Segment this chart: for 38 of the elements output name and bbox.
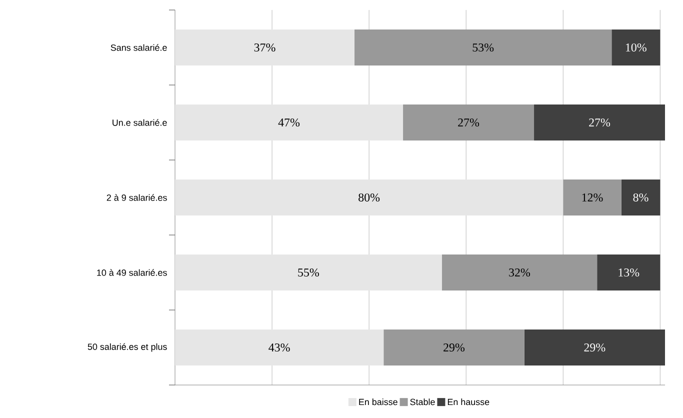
bar [175,330,384,366]
data-label: 27% [458,118,480,127]
data-label: 43% [268,343,290,352]
bar [403,104,534,140]
data-label: 12% [582,193,603,202]
bar [384,330,524,366]
bar [597,254,660,290]
bar [612,29,660,66]
data-label: 80% [358,193,380,202]
data-label: 27% [589,118,610,127]
bar [354,29,612,66]
data-label: 32% [509,268,530,277]
bar [524,330,666,366]
bar [175,180,564,216]
bar [175,29,355,66]
bar [563,180,622,216]
y-tick-label: 2 à 9 salarié.es [106,194,167,201]
data-label: 10% [626,43,646,52]
data-label: 53% [472,43,494,52]
bar [442,254,598,290]
y-tick-label: Un.e salarié.e [112,119,167,126]
bar [621,180,660,216]
bar [175,104,404,140]
data-label: 13% [618,268,640,277]
data-label: 8% [633,193,648,202]
legend-label: En baisse [359,398,398,406]
legend-label: Stable [410,398,435,406]
data-label: 29% [444,343,465,352]
legend-label: En hausse [448,398,490,406]
y-tick-label: Sans salarié.e [110,44,167,51]
y-tick-label: 50 salarié.es et plus [88,343,167,352]
data-label: 37% [254,43,276,52]
bar [175,254,442,290]
data-label: 47% [278,118,300,127]
y-tick-label: 10 à 49 salarié.es [97,269,167,276]
data-label: 55% [298,268,319,277]
bar [534,104,666,140]
data-label: 29% [584,343,606,352]
